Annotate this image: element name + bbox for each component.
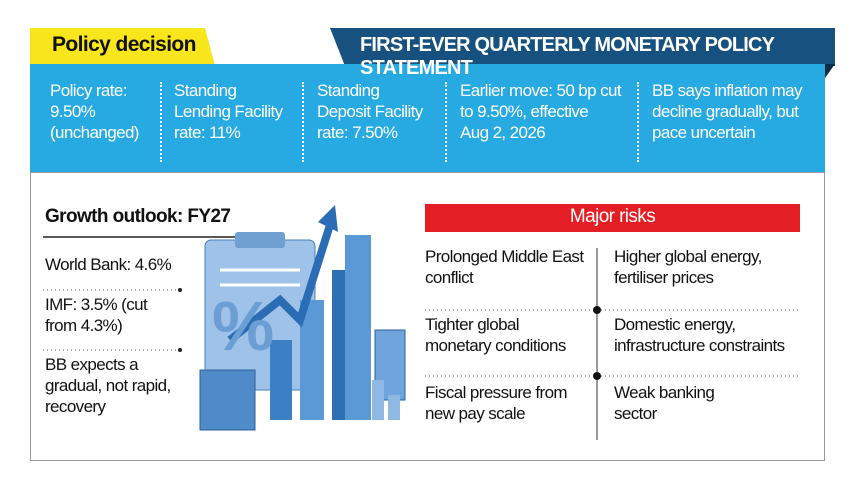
risk-item: Weak banking sector xyxy=(614,382,715,424)
separator xyxy=(445,82,447,162)
arrow-head xyxy=(318,205,338,232)
fact: Standing Lending Facility rate: 11% xyxy=(174,80,283,143)
fold xyxy=(825,64,835,78)
dot xyxy=(178,288,182,292)
tag-slant xyxy=(195,28,215,66)
coins xyxy=(372,380,384,420)
growth-title: Growth outlook: FY27 xyxy=(45,206,231,227)
text-line: Tighter global xyxy=(425,315,520,334)
text-line: to 9.50%, effective xyxy=(460,102,589,121)
growth-item: BB expects a gradual, not rapid, recovery xyxy=(45,354,171,417)
clip xyxy=(235,232,285,248)
separator xyxy=(302,82,304,162)
text-line: Earlier move: 50 bp cut xyxy=(460,81,622,100)
title: FIRST-EVER QUARTERLY MONETARY POLICY STA… xyxy=(360,34,775,79)
text-line: fertiliser prices xyxy=(614,268,714,287)
text-line: sector xyxy=(614,404,657,423)
text-line: recovery xyxy=(45,397,106,416)
title-banner xyxy=(330,28,835,66)
risk-item: Higher global energy, fertiliser prices xyxy=(614,246,762,288)
text-line: monetary conditions xyxy=(425,336,566,355)
risk-item: Fiscal pressure from new pay scale xyxy=(425,382,568,424)
text-line: Aug 2, 2026 xyxy=(460,123,546,142)
tag: Policy decision xyxy=(52,33,196,56)
illustration: % xyxy=(199,205,406,431)
coins xyxy=(388,395,400,420)
risk-item: Tighter global monetary conditions xyxy=(425,314,566,356)
text-line: BB expects a xyxy=(45,355,139,374)
bar-illus xyxy=(270,340,292,420)
text-line: World Bank: 4.6% xyxy=(45,255,172,274)
risk-item: Domestic energy, infrastructure constrain… xyxy=(614,314,785,356)
growth-item: World Bank: 4.6% xyxy=(45,254,172,275)
text-line: pace uncertain xyxy=(652,123,756,142)
text-line: new pay scale xyxy=(425,404,526,423)
text-line: Policy rate: xyxy=(50,81,127,100)
fact: BB says inflation may decline gradually, … xyxy=(652,80,803,143)
text-line: conflict xyxy=(425,268,474,287)
text-line: Fiscal pressure from xyxy=(425,383,568,402)
text-line: rate: 7.50% xyxy=(317,123,398,142)
separator xyxy=(160,82,162,162)
separator xyxy=(637,82,639,162)
dot xyxy=(593,372,601,380)
risks-title: Major risks xyxy=(569,206,656,227)
percent-icon: % xyxy=(212,287,274,365)
fact: Policy rate: 9.50% (unchanged) xyxy=(50,80,139,143)
text-line: Standing xyxy=(317,81,380,100)
risk-item: Prolonged Middle East conflict xyxy=(425,246,584,288)
fact: Standing Deposit Facility rate: 7.50% xyxy=(317,80,423,143)
text-line: Weak banking xyxy=(614,383,715,402)
fact: Earlier move: 50 bp cut to 9.50%, effecti… xyxy=(460,80,622,143)
text-line: from 4.3%) xyxy=(45,316,123,335)
dot xyxy=(178,348,182,352)
text-line: IMF: 3.5% (cut xyxy=(45,295,148,314)
text-line: (unchanged) xyxy=(50,123,139,142)
text-line: Higher global energy, xyxy=(614,247,762,266)
text-line: Standing xyxy=(174,81,237,100)
facts-band xyxy=(30,64,825,172)
tag-box xyxy=(30,28,195,66)
text-line: decline gradually, but xyxy=(652,102,799,121)
cash-stack xyxy=(199,369,256,431)
trend-arrow xyxy=(227,223,334,344)
text-line: rate: 11% xyxy=(174,123,241,142)
text-line: 9.50% xyxy=(50,102,96,121)
text-line: Prolonged Middle East xyxy=(425,247,584,266)
text-line: Domestic energy, xyxy=(614,315,736,334)
text-line: Lending Facility xyxy=(174,102,283,121)
growth-item: IMF: 3.5% (cut from 4.3%) xyxy=(45,294,148,336)
text-line: infrastructure constraints xyxy=(614,336,785,355)
dot xyxy=(593,306,601,314)
text-line: Deposit Facility xyxy=(317,102,423,121)
text-line: BB says inflation may xyxy=(652,81,803,100)
text-line: gradual, not rapid, xyxy=(45,376,171,395)
risks-banner xyxy=(425,204,800,232)
bar-illus xyxy=(345,235,371,420)
